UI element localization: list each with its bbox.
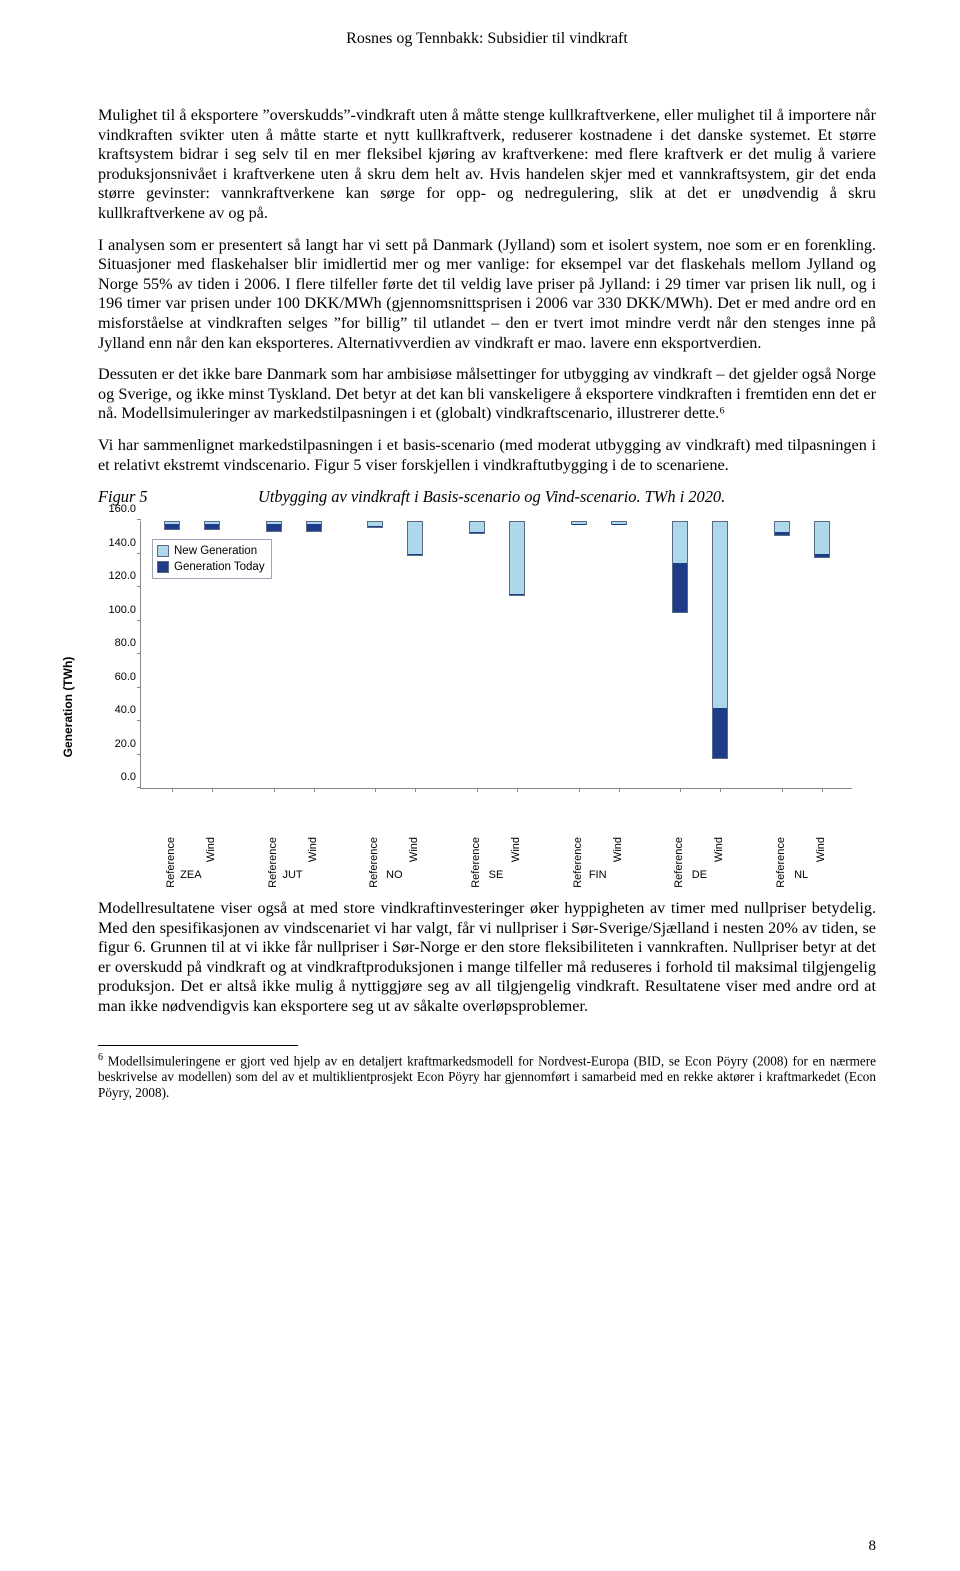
chart-legend: New GenerationGeneration Today	[152, 539, 272, 579]
x-sub-label: Wind	[307, 837, 319, 862]
y-tick-label: 0.0	[121, 771, 136, 783]
chart-y-ticks: 0.020.040.060.080.0100.0120.0140.0160.0	[98, 521, 136, 789]
figure-caption: Utbygging av vindkraft i Basis-scenario …	[258, 487, 876, 507]
x-sub-label: Wind	[510, 837, 522, 862]
x-sub-label: Wind	[612, 837, 624, 862]
x-group-label: FIN	[589, 869, 607, 881]
x-sub-label: Wind	[408, 837, 420, 862]
bar	[469, 521, 485, 534]
footnote-text: Modellsimuleringene er gjort ved hjelp a…	[98, 1053, 876, 1100]
x-sub-label: Reference	[165, 837, 177, 888]
page-number: 8	[869, 1538, 877, 1555]
x-group-label: DE	[692, 869, 707, 881]
bar	[712, 521, 728, 759]
paragraph-4: Vi har sammenlignet markedstilpasningen …	[98, 436, 876, 475]
x-group-label: ZEA	[180, 869, 201, 881]
x-sub-label: Reference	[775, 837, 787, 888]
x-group-label: NL	[794, 869, 808, 881]
x-sub-label: Reference	[368, 837, 380, 888]
x-sub-label: Wind	[713, 837, 725, 862]
bar	[814, 521, 830, 558]
paragraph-1: Mulighet til å eksportere ”overskudds”-v…	[98, 106, 876, 224]
x-sub-label: Wind	[815, 837, 827, 862]
bar	[407, 521, 423, 556]
legend-swatch	[157, 545, 169, 557]
y-tick-label: 140.0	[108, 537, 136, 549]
bar	[611, 521, 627, 525]
x-group-label: SE	[489, 869, 504, 881]
y-tick-label: 20.0	[115, 738, 136, 750]
x-group-label: JUT	[282, 869, 302, 881]
x-sub-label: Reference	[673, 837, 685, 888]
legend-item: Generation Today	[157, 559, 265, 575]
bar	[672, 521, 688, 613]
legend-swatch	[157, 561, 169, 573]
chart-figure-5: Generation (TWh) 0.020.040.060.080.0100.…	[78, 517, 856, 897]
y-tick-label: 80.0	[115, 637, 136, 649]
page: Rosnes og Tennbakk: Subsidier til vindkr…	[0, 0, 960, 1571]
bar	[774, 521, 790, 536]
bar	[509, 521, 525, 596]
legend-label: New Generation	[174, 543, 257, 559]
paragraph-2: I analysen som er presentert så langt ha…	[98, 236, 876, 354]
chart-x-ticks: ReferenceWindZEAReferenceWindJUTReferenc…	[140, 791, 852, 877]
legend-label: Generation Today	[174, 559, 265, 575]
bar	[571, 521, 587, 525]
paragraph-5: Modellresultatene viser også at med stor…	[98, 899, 876, 1017]
y-tick-label: 160.0	[108, 503, 136, 515]
bar	[204, 521, 220, 530]
bar	[266, 521, 282, 532]
x-sub-label: Reference	[470, 837, 482, 888]
x-sub-label: Reference	[267, 837, 279, 888]
y-tick-label: 60.0	[115, 671, 136, 683]
running-header: Rosnes og Tennbakk: Subsidier til vindkr…	[98, 30, 876, 48]
chart-y-axis-label: Generation (TWh)	[61, 657, 75, 758]
bar	[367, 521, 383, 528]
legend-item: New Generation	[157, 543, 265, 559]
paragraph-3: Dessuten er det ikke bare Danmark som ha…	[98, 365, 876, 424]
footnote: 6 Modellsimuleringene er gjort ved hjelp…	[98, 1052, 876, 1102]
y-tick-label: 40.0	[115, 704, 136, 716]
x-sub-label: Wind	[205, 837, 217, 862]
figure-heading: Figur 5 Utbygging av vindkraft i Basis-s…	[98, 487, 876, 507]
x-group-label: NO	[386, 869, 403, 881]
y-tick-label: 120.0	[108, 570, 136, 582]
bar	[164, 521, 180, 530]
bar	[306, 521, 322, 532]
footnote-rule	[98, 1045, 298, 1046]
y-tick-label: 100.0	[108, 604, 136, 616]
x-sub-label: Reference	[572, 837, 584, 888]
